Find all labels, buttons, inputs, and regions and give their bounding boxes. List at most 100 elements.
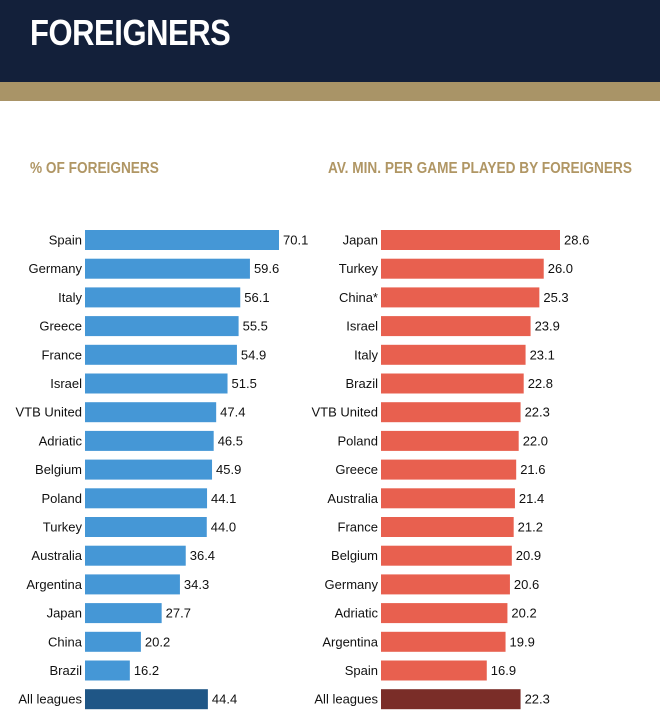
left-bar [85,517,207,537]
right-bar [381,402,521,423]
left-category-label: Argentina [26,577,82,592]
left-bar [85,373,228,394]
page-title: FOREIGNERS [30,12,231,53]
left-category-label: France [42,347,82,362]
left-category-label: Adriatic [39,433,83,448]
right-value-label: 21.4 [519,491,544,506]
left-chart-title: % OF FOREIGNERS [30,160,159,177]
right-category-label: France [338,520,378,535]
right-bar [381,430,519,451]
right-bar [381,373,524,394]
left-value-label: 45.9 [216,462,241,477]
right-category-label: VTB United [312,405,378,420]
left-value-label: 56.1 [244,290,269,305]
right-bar [381,574,510,595]
left-category-label: Australia [31,548,82,563]
left-category-label: Italy [58,290,82,305]
right-bar [381,258,544,279]
left-category-label: Israel [50,376,82,391]
left-value-label: 70.1 [283,233,308,248]
right-bar [381,631,506,652]
right-category-label: Brazil [345,376,378,391]
right-category-label: Argentina [322,634,378,649]
left-category-label: Belgium [35,462,82,477]
right-bar [381,316,531,337]
right-value-label: 20.2 [511,606,536,621]
right-category-label: Spain [345,663,378,678]
left-value-label: 44.1 [211,491,236,506]
left-value-label: 59.6 [254,261,279,276]
right-value-label: 25.3 [543,290,568,305]
right-bar [381,459,517,480]
left-bar [85,344,237,365]
left-chart: Spain 70.1 Germany 59.6 Italy 56.1 Greece 55.5 F… [16,230,308,710]
left-bar [85,287,241,308]
right-bar [381,488,515,509]
left-bar [85,230,279,250]
right-value-label: 28.6 [564,233,589,248]
right-value-label: 22.8 [528,376,553,391]
right-bar [381,545,512,566]
right-bar [381,287,540,308]
right-chart-title: AV. MIN. PER GAME PLAYED BY FOREIGNERS [328,160,632,177]
left-bar [85,430,214,451]
right-category-label: Turkey [339,261,379,276]
left-category-label: Japan [47,606,82,621]
right-category-label: Israel [346,319,378,334]
left-category-label: VTB United [16,405,82,420]
right-category-label: Italy [354,347,378,362]
right-value-label: 22.3 [525,692,550,707]
left-value-label: 46.5 [218,433,243,448]
right-category-label: Poland [338,433,378,448]
right-bar [381,344,526,365]
right-bar [381,660,487,681]
right-bar [381,689,521,710]
left-category-label: Brazil [49,663,82,678]
right-value-label: 16.9 [491,663,516,678]
right-value-label: 26.0 [548,261,573,276]
left-category-label: Greece [39,319,82,334]
left-bar [85,631,141,652]
left-bar [85,603,162,624]
gold-band [0,82,660,101]
left-value-label: 54.9 [241,347,266,362]
left-value-label: 16.2 [134,663,159,678]
left-category-label: Poland [42,491,82,506]
right-category-label: Adriatic [335,606,379,621]
left-category-label: All leagues [18,692,82,707]
right-value-label: 23.9 [535,319,560,334]
left-value-label: 27.7 [166,606,191,621]
left-value-label: 51.5 [232,376,257,391]
right-category-label: Japan [343,233,378,248]
right-value-label: 23.1 [530,347,555,362]
right-category-label: Belgium [331,548,378,563]
right-value-label: 21.6 [520,462,545,477]
left-value-label: 47.4 [220,405,245,420]
left-category-label: China [48,634,83,649]
left-value-label: 20.2 [145,634,170,649]
right-category-label: Germany [325,577,379,592]
right-chart: Japan 28.6 Turkey 26.0 China* 25.3 Israel 23.9 I… [312,230,589,710]
left-bar [85,488,208,509]
right-value-label: 20.9 [516,548,541,563]
left-category-label: Spain [49,233,82,248]
left-value-label: 44.0 [211,520,236,535]
right-category-label: China* [339,290,378,305]
right-value-label: 21.2 [518,520,543,535]
left-bar [85,258,250,279]
right-value-label: 19.9 [510,634,535,649]
right-bar [381,517,514,537]
left-bar [85,574,180,595]
right-value-label: 22.0 [523,433,548,448]
right-bar [381,230,560,250]
right-category-label: All leagues [314,692,378,707]
right-bar [381,603,508,624]
right-category-label: Australia [327,491,378,506]
left-bar [85,660,130,681]
left-category-label: Turkey [43,520,83,535]
left-bar [85,689,208,710]
left-bar [85,545,186,566]
right-value-label: 22.3 [525,405,550,420]
header-bar: FOREIGNERS [0,0,660,82]
